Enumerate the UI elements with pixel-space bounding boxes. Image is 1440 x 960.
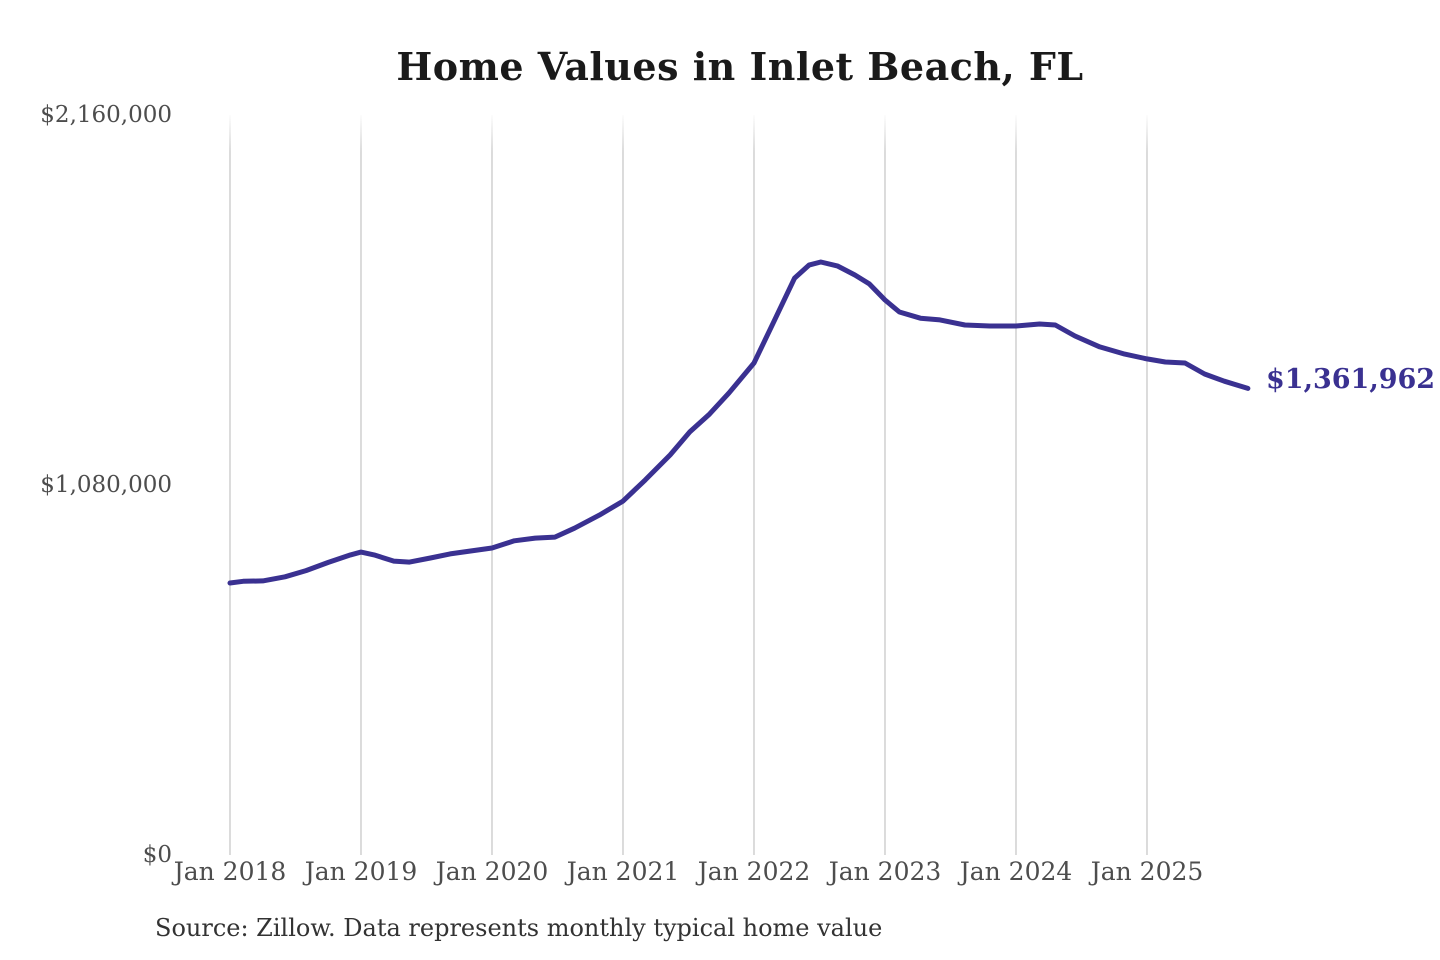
x-tick-jan-2020: Jan 2020 [435, 857, 549, 886]
latest-value-label: $1,361,962 [1266, 364, 1436, 395]
x-tick-jan-2018: Jan 2018 [173, 857, 287, 886]
x-tick-jan-2019: Jan 2019 [304, 857, 418, 886]
y-tick-2160000: $2,160,000 [40, 102, 172, 128]
x-tick-jan-2024: Jan 2024 [959, 857, 1073, 886]
x-tick-jan-2022: Jan 2022 [697, 857, 811, 886]
x-tick-jan-2021: Jan 2021 [566, 857, 680, 886]
x-tick-jan-2023: Jan 2023 [828, 857, 942, 886]
x-tick-jan-2025: Jan 2025 [1090, 857, 1204, 886]
y-tick-0: $0 [142, 842, 172, 868]
chart-title: Home Values in Inlet Beach, FL [396, 44, 1084, 89]
vertical-gridlines [229, 115, 1148, 855]
y-tick-1080000: $1,080,000 [40, 472, 172, 498]
source-note: Source: Zillow. Data represents monthly … [155, 914, 883, 942]
home-value-line [227, 259, 1251, 586]
